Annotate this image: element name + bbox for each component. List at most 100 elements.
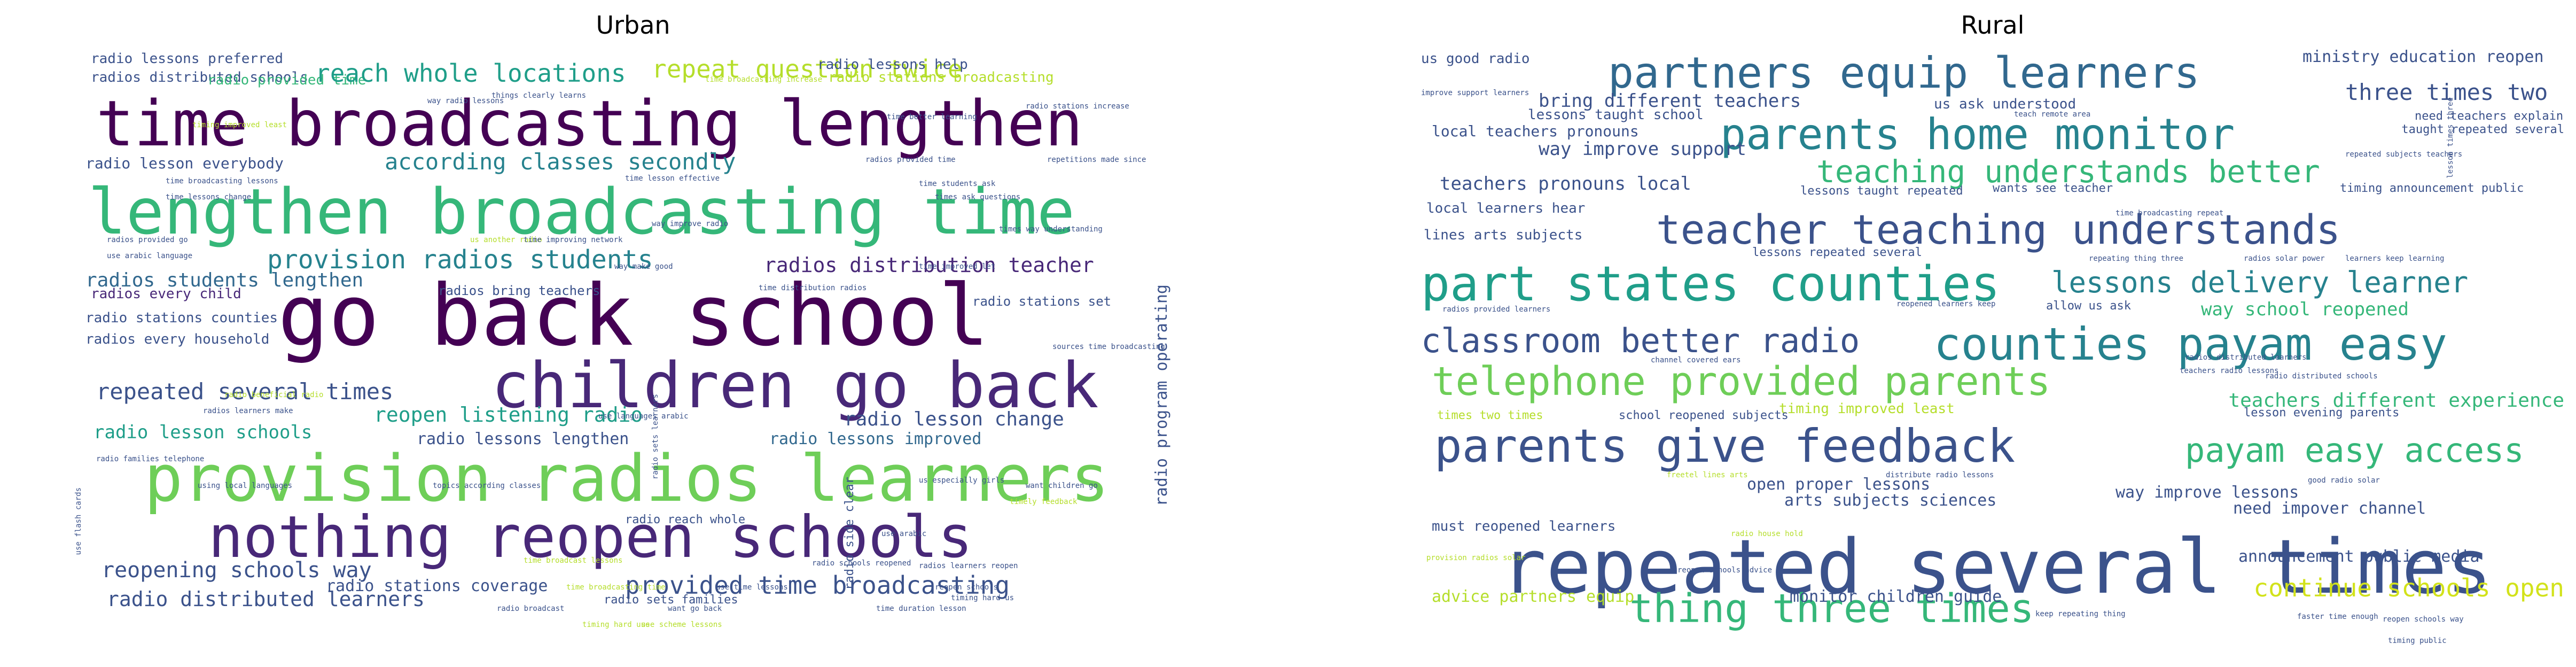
rural-cloud-word: lessons taught repeated: [1800, 184, 1963, 198]
urban-cloud-word: reach whole locations: [315, 59, 626, 88]
urban-cloud-word: radios provided time: [865, 156, 956, 164]
rural-cloud-word: freetel lines arts: [1667, 471, 1748, 479]
rural-cloud-word: advice partners equip: [1432, 587, 1635, 606]
urban-cloud-word: repetitions made since: [1047, 156, 1146, 164]
rural-cloud-word: continue schools open: [2253, 573, 2564, 602]
urban-cloud-word: timing hard use: [582, 621, 650, 629]
urban-cloud-word: way radio lessons: [427, 97, 504, 105]
rural-cloud-word: keep repeating thing: [2035, 610, 2126, 618]
urban-cloud-word: time broadcasting increase: [705, 75, 823, 84]
urban-cloud-word: radios distributed schools: [91, 69, 308, 86]
rural-cloud-word: timing announcement public: [2340, 182, 2524, 195]
urban-cloud-word: use flash cards: [74, 487, 83, 555]
urban-cloud-word: want children go: [1026, 482, 1098, 490]
rural-cloud-word: must reopened learners: [1432, 518, 1616, 534]
urban-cloud-word: time distribution radios: [759, 284, 867, 292]
urban-cloud-word: radios every child: [91, 286, 241, 302]
rural-cloud-word: timing public: [2388, 637, 2447, 645]
urban-cloud-word: radio lesson everybody: [85, 154, 284, 172]
urban-cloud-word: radio lessons improved: [769, 430, 982, 448]
urban-cloud-word: time lesson effective: [625, 174, 720, 183]
urban-cloud-word: radio program operating: [1152, 284, 1171, 507]
rural-cloud-word: announcement public media: [2238, 547, 2480, 566]
rural-cloud-word: radio house hold: [1731, 530, 1803, 538]
urban-cloud-word: radio lesson change: [844, 408, 1064, 430]
rural-cloud-word: lesson evening parents: [2244, 406, 2400, 420]
rural-cloud-word: taught repeated several: [2401, 123, 2564, 136]
rural-cloud-word: teachers pronouns local: [1440, 173, 1691, 195]
urban-cloud-word: timely feedback: [1010, 498, 1078, 506]
urban-cloud-word: time improving network: [524, 236, 623, 244]
rural-cloud-word: bring different teachers: [1539, 90, 1801, 112]
rural-cloud-word: counties payam easy: [1934, 318, 2447, 370]
urban-cloud-word: use scheme lessons: [641, 621, 722, 629]
urban-cloud-word: radio reach whole: [625, 513, 746, 526]
rural-cloud-word: faster time enough: [2297, 612, 2378, 621]
urban-cloud-word: go back school: [278, 267, 989, 365]
rural-cloud-word: open proper lessons: [1747, 475, 1931, 494]
urban-cloud-word: things clearly learns: [491, 91, 587, 100]
rural-cloud-word: arts subjects sciences: [1784, 491, 1997, 510]
rural-cloud-word: good radio solar: [2308, 476, 2380, 485]
rural-cloud-word: times two times: [1437, 409, 1543, 422]
urban-cloud-word: radio stations increase: [1026, 102, 1129, 111]
rural-cloud-word: improve support learners: [1421, 89, 1529, 97]
urban-cloud-word: radio families telephone: [96, 455, 205, 463]
urban-cloud-word: time duration lesson: [876, 604, 966, 613]
rural-cloud-word: partners equip learners: [1608, 48, 2200, 98]
rural-cloud-word: lessons repeated several: [1752, 246, 1922, 259]
rural-cloud-word: us good radio: [1421, 51, 1530, 67]
urban-cloud-word: reopen schools: [935, 583, 998, 592]
rural-cloud-word: radios solar power: [2244, 254, 2325, 263]
urban-cloud-word: repeated several times: [96, 378, 394, 405]
rural-cloud-word: learners keep learning: [2345, 254, 2445, 263]
urban-cloud-word: radio broadcast: [497, 604, 565, 613]
rural-cloud-word: payam easy access: [2185, 431, 2524, 470]
urban-cloud-word: repeat question twice: [652, 55, 963, 83]
urban-cloud-word: radios bring teachers: [438, 283, 600, 298]
urban-cloud-word: timing improved least: [192, 121, 287, 129]
rural-cloud-word: lessons delivery learner: [2051, 266, 2469, 299]
urban-cloud-word: radios provided go: [107, 236, 188, 244]
rural-cloud-word: radios provided learners: [1442, 305, 1551, 314]
urban-cloud-word: radio lessons lengthen: [417, 430, 629, 448]
rural-cloud-word: need teachers explain: [2415, 110, 2564, 123]
rural-cloud-word: channel covered ears: [1651, 356, 1741, 364]
urban-cloud-word: time broadcasting time: [566, 583, 666, 592]
urban-cloud-word: provision radios students: [267, 245, 653, 275]
urban-cloud-word: radio lesson schools: [93, 422, 313, 443]
urban-cloud-word: use languages arabic: [598, 412, 689, 421]
rural-cloud-word: part states counties: [1421, 256, 2000, 312]
rural-cloud-word: distribute radio lessons: [1886, 471, 1994, 479]
urban-cloud-word: radios every household: [85, 331, 270, 347]
urban-cloud-word: use time lessons: [716, 583, 788, 592]
urban-cloud-word: time improved let: [919, 262, 996, 271]
urban-cloud-word: lengthen broadcasting time: [88, 175, 1075, 249]
rural-cloud-word: wants see teacher: [1993, 182, 2113, 195]
rural-cloud-word: reopened learners keep: [1896, 300, 1996, 308]
urban-cloud-word: radio distributed learners: [107, 587, 425, 611]
urban-cloud-word: us especially girls: [919, 476, 1005, 485]
rural-cloud-word: three times two: [2345, 79, 2548, 105]
rural-cloud-word: timing improved least: [1779, 401, 1955, 417]
rural-cloud-word: monitor children guide: [1790, 587, 2002, 606]
rural-cloud-word: teaching understands better: [1816, 153, 2320, 190]
rural-cloud-word: teachers different experience: [2228, 390, 2564, 412]
urban-cloud-word: radio lessons help: [817, 57, 968, 73]
rural-cloud-word: provision radios solar: [1426, 554, 1526, 562]
urban-wordcloud-panel: Urban radio lessons preferred radios dist…: [64, 0, 1202, 667]
urban-cloud-word: radio side clear: [843, 477, 856, 590]
urban-cloud-word: way make good: [614, 262, 673, 271]
urban-cloud-word: radio stations coverage: [326, 577, 548, 595]
urban-cloud-word: according classes secondly: [385, 149, 736, 175]
rural-cloud-word: local learners hear: [1426, 200, 1586, 216]
urban-cloud-word: us another radio: [470, 236, 542, 244]
urban-cloud-word: time broadcasting lessons: [166, 177, 278, 185]
rural-wordcloud-panel: Rural us good radio partners equip learne…: [1421, 0, 2564, 667]
urban-cloud-word: provided time broadcasting: [625, 571, 1010, 600]
urban-cloud-word: radios learners reopen: [919, 562, 1018, 570]
urban-cloud-word: times ask questions: [935, 193, 1021, 201]
rural-cloud-word: repeated several times: [1501, 524, 2492, 611]
rural-cloud-word: lessons taught school: [1528, 107, 1704, 123]
